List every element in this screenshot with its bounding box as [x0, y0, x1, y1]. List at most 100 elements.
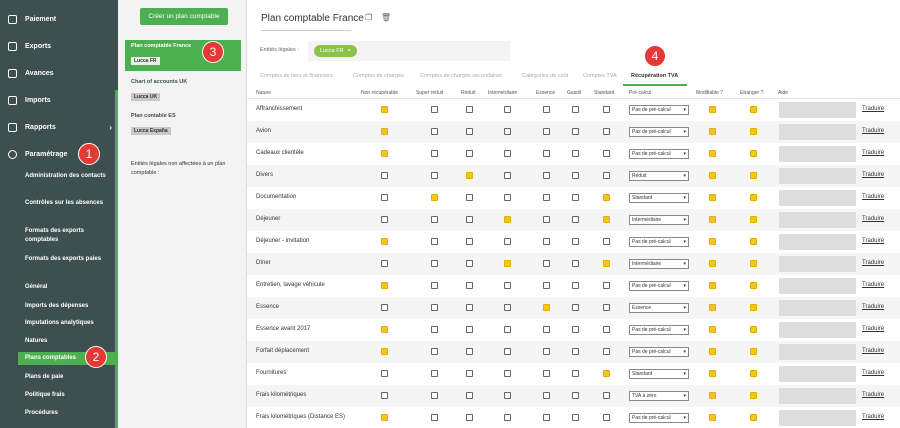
rate-checkbox[interactable]	[603, 150, 610, 157]
help-input[interactable]	[779, 212, 856, 228]
etranger-checkbox[interactable]	[750, 216, 757, 223]
rate-checkbox[interactable]	[431, 216, 438, 223]
rate-checkbox[interactable]	[543, 304, 550, 311]
rate-checkbox[interactable]	[466, 128, 473, 135]
rate-checkbox[interactable]	[381, 326, 388, 333]
rate-checkbox[interactable]	[466, 282, 473, 289]
translate-link[interactable]: Traduire	[862, 370, 885, 376]
rate-checkbox[interactable]	[431, 370, 438, 377]
help-input[interactable]	[779, 146, 856, 162]
rate-checkbox[interactable]	[431, 194, 438, 201]
help-input[interactable]	[779, 366, 856, 382]
translate-link[interactable]: Traduire	[862, 260, 885, 266]
rate-checkbox[interactable]	[543, 282, 550, 289]
rate-checkbox[interactable]	[572, 370, 579, 377]
sidebar-item-politique-frais[interactable]: Politique frais	[25, 392, 65, 398]
modifiable-checkbox[interactable]	[709, 348, 716, 355]
rate-checkbox[interactable]	[466, 304, 473, 311]
rate-checkbox[interactable]	[572, 172, 579, 179]
modifiable-checkbox[interactable]	[709, 128, 716, 135]
etranger-checkbox[interactable]	[750, 194, 757, 201]
rate-checkbox[interactable]	[466, 216, 473, 223]
nav-item-paiement[interactable]: Paiement	[8, 9, 112, 29]
modifiable-checkbox[interactable]	[709, 414, 716, 421]
rate-checkbox[interactable]	[504, 348, 511, 355]
etranger-checkbox[interactable]	[750, 260, 757, 267]
rate-checkbox[interactable]	[603, 348, 610, 355]
precalc-select[interactable]: Pas de pré-calcul ▾	[629, 281, 689, 291]
rate-checkbox[interactable]	[431, 128, 438, 135]
translate-link[interactable]: Traduire	[862, 216, 885, 222]
etranger-checkbox[interactable]	[750, 348, 757, 355]
rate-checkbox[interactable]	[572, 194, 579, 201]
precalc-select[interactable]: Pas de pré-calcul ▾	[629, 149, 689, 159]
etranger-checkbox[interactable]	[750, 106, 757, 113]
help-input[interactable]	[779, 322, 856, 338]
rate-checkbox[interactable]	[543, 370, 550, 377]
rate-checkbox[interactable]	[572, 304, 579, 311]
rate-checkbox[interactable]	[504, 194, 511, 201]
help-input[interactable]	[779, 168, 856, 184]
precalc-select[interactable]: Intermédiaire ▾	[629, 259, 689, 269]
rate-checkbox[interactable]	[603, 128, 610, 135]
rate-checkbox[interactable]	[572, 282, 579, 289]
etranger-checkbox[interactable]	[750, 392, 757, 399]
rate-checkbox[interactable]	[381, 238, 388, 245]
rate-checkbox[interactable]	[543, 348, 550, 355]
sidebar-item-imports-depenses[interactable]: Imports des dépenses	[25, 303, 89, 309]
translate-link[interactable]: Traduire	[862, 106, 885, 112]
modifiable-checkbox[interactable]	[709, 216, 716, 223]
rate-checkbox[interactable]	[603, 304, 610, 311]
etranger-checkbox[interactable]	[750, 172, 757, 179]
help-input[interactable]	[779, 124, 856, 140]
precalc-select[interactable]: Pas de pré-calcul ▾	[629, 105, 689, 115]
modifiable-checkbox[interactable]	[709, 304, 716, 311]
help-input[interactable]	[779, 344, 856, 360]
rate-checkbox[interactable]	[572, 216, 579, 223]
rate-checkbox[interactable]	[572, 150, 579, 157]
rate-checkbox[interactable]	[504, 238, 511, 245]
rate-checkbox[interactable]	[543, 172, 550, 179]
rate-checkbox[interactable]	[543, 260, 550, 267]
etranger-checkbox[interactable]	[750, 238, 757, 245]
modifiable-checkbox[interactable]	[709, 150, 716, 157]
etranger-checkbox[interactable]	[750, 414, 757, 421]
sidebar-item-general[interactable]: Général	[25, 284, 48, 290]
rate-checkbox[interactable]	[504, 106, 511, 113]
sidebar-item-formats-exports-comptables[interactable]: Formats des exports comptables	[25, 228, 85, 243]
rate-checkbox[interactable]	[431, 260, 438, 267]
rate-checkbox[interactable]	[381, 392, 388, 399]
rate-checkbox[interactable]	[381, 150, 388, 157]
precalc-select[interactable]: Standard ▾	[629, 193, 689, 203]
rate-checkbox[interactable]	[603, 260, 610, 267]
rate-checkbox[interactable]	[431, 282, 438, 289]
help-input[interactable]	[779, 256, 856, 272]
precalc-select[interactable]: Pas de pré-calcul ▾	[629, 413, 689, 423]
rate-checkbox[interactable]	[381, 172, 388, 179]
rate-checkbox[interactable]	[431, 172, 438, 179]
rate-checkbox[interactable]	[603, 106, 610, 113]
plan-item-es[interactable]: Plan contable ES Lucca España	[125, 110, 241, 140]
modifiable-checkbox[interactable]	[709, 260, 716, 267]
rate-checkbox[interactable]	[603, 172, 610, 179]
tab-comptes-tiers[interactable]: Comptes de tiers et financiers	[260, 73, 333, 79]
rate-checkbox[interactable]	[572, 326, 579, 333]
sidebar-item-natures[interactable]: Natures	[25, 338, 48, 344]
rate-checkbox[interactable]	[572, 392, 579, 399]
rate-checkbox[interactable]	[381, 216, 388, 223]
precalc-select[interactable]: Pas de pré-calcul ▾	[629, 127, 689, 137]
etranger-checkbox[interactable]	[750, 326, 757, 333]
tab-comptes-charges[interactable]: Comptes de charges	[353, 73, 404, 79]
precalc-select[interactable]: Réduit ▾	[629, 171, 689, 181]
rate-checkbox[interactable]	[504, 260, 511, 267]
precalc-select[interactable]: Pas de pré-calcul ▾	[629, 237, 689, 247]
rate-checkbox[interactable]	[381, 106, 388, 113]
rate-checkbox[interactable]	[431, 414, 438, 421]
plan-item-france[interactable]: Plan comptable France Lucca FR	[125, 40, 241, 71]
rate-checkbox[interactable]	[466, 106, 473, 113]
rate-checkbox[interactable]	[504, 150, 511, 157]
rate-checkbox[interactable]	[543, 106, 550, 113]
rate-checkbox[interactable]	[381, 260, 388, 267]
rate-checkbox[interactable]	[504, 128, 511, 135]
rate-checkbox[interactable]	[572, 414, 579, 421]
